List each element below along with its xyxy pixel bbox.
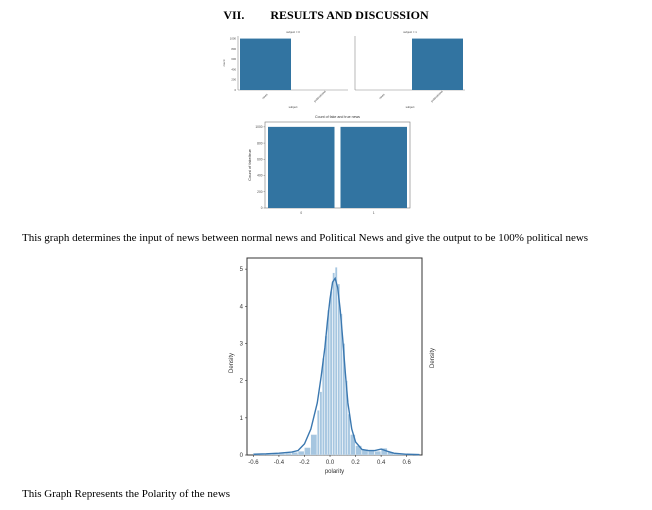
histogram-bar <box>285 453 292 456</box>
facet-x-tick-label: news <box>261 92 269 100</box>
count-bar <box>340 126 407 208</box>
density-y-tick-label: 5 <box>240 267 244 273</box>
kde-curve <box>253 276 420 456</box>
polarity-density-figure: 0 1 2 3 4 5 -0.6 -0.4 -0.2 0.0 0.2 0.4 0.6 polarity De… <box>229 257 436 475</box>
density-x-tick-label: -0.2 <box>299 460 310 466</box>
section-heading: VII. RESULTS AND DISCUSSION <box>0 8 652 23</box>
density-x-tick-label: 0.4 <box>377 460 386 466</box>
facet-y-tick-label: 800 <box>231 47 236 51</box>
facet-x-axis-label: subject <box>406 105 415 109</box>
histogram-bar <box>291 452 298 456</box>
count-chart-title: Count of fake and true news <box>315 115 360 119</box>
polarity-density-chart: 0 1 2 3 4 5 -0.6 -0.4 -0.2 0.0 0.2 0.4 0.6 polarity De… <box>229 257 436 475</box>
section-title: RESULTS AND DISCUSSION <box>270 8 429 22</box>
subject-facet-figure: subject = 0 news politicsNews subject 0 200 40… <box>222 30 465 109</box>
facet-y-tick-label: 1000 <box>230 37 237 41</box>
facet-x-axis-label: subject <box>289 105 298 109</box>
facet-x-tick-label: news <box>378 92 386 100</box>
histogram-bar <box>319 391 323 456</box>
histogram-bar <box>347 413 351 456</box>
facet-bar <box>240 38 291 90</box>
facet-y-tick-label: 400 <box>231 67 236 71</box>
histogram-bar <box>304 447 311 456</box>
histogram-bar <box>324 335 328 456</box>
count-y-tick-label: 800 <box>257 141 263 145</box>
histogram-bar <box>310 434 317 456</box>
count-x-tick-label: 0 <box>300 211 302 215</box>
facet-y-tick-label: 600 <box>231 57 236 61</box>
facet-panel-title: subject = 1 <box>403 30 417 34</box>
density-right-label: Density <box>430 348 436 368</box>
facet-bar <box>412 38 463 90</box>
histogram-bar <box>342 343 346 456</box>
density-x-tick-label: -0.4 <box>274 460 285 466</box>
facet-y-tick-label: 200 <box>231 78 236 82</box>
density-y-tick-label: 1 <box>240 416 244 422</box>
count-y-tick-label: 400 <box>257 174 263 178</box>
count-y-tick-label: 1000 <box>255 125 262 129</box>
histogram-bar <box>329 291 333 456</box>
density-x-tick-label: 0.6 <box>402 460 411 466</box>
count-x-tick-label: 1 <box>373 211 375 215</box>
density-y-tick-label: 2 <box>240 379 244 385</box>
fake-true-count-figure: Count of fake and true news 0 1 0 200 400 600 8… <box>247 115 411 215</box>
histogram-bar <box>297 451 305 456</box>
section-number: VII. <box>223 8 245 22</box>
histogram-bar <box>322 358 325 456</box>
facet-x-tick-label: politicsNews <box>430 89 444 103</box>
histogram-bar <box>340 313 343 456</box>
histogram-bar <box>332 272 335 456</box>
count-bar <box>268 126 335 208</box>
count-y-axis-label: Count of fake/true <box>247 148 252 181</box>
count-y-tick-label: 0 <box>261 206 263 210</box>
facet-y-axis-label: count <box>222 59 226 66</box>
figure-caption-subject: This graph determines the input of news … <box>22 232 589 244</box>
density-y-tick-label: 4 <box>240 304 244 310</box>
density-y-tick-label: 0 <box>240 453 244 459</box>
facet-x-tick-label: politicsNews <box>313 89 327 103</box>
count-y-tick-label: 200 <box>257 190 263 194</box>
facet-panel-title: subject = 0 <box>286 30 300 34</box>
figure-caption-polarity: This Graph Represents the Polarity of th… <box>22 488 231 500</box>
density-y-axis-label: Density <box>229 353 235 373</box>
count-plot-frame <box>264 121 411 209</box>
subject-facet-chart: subject = 0 news politicsNews subject 0 200 40… <box>222 30 465 109</box>
density-x-tick-label: 0.2 <box>351 460 360 466</box>
density-y-tick-label: 3 <box>240 341 244 347</box>
fake-true-count-chart: Count of fake and true news 0 1 0 200 400 600 8… <box>247 115 411 215</box>
density-x-axis-label: polarity <box>325 469 344 475</box>
histogram-bar <box>327 309 330 456</box>
histogram-bar <box>374 451 381 456</box>
density-x-tick-label: -0.6 <box>248 460 259 466</box>
histogram-bar <box>337 283 340 456</box>
density-x-tick-label: 0.0 <box>326 460 335 466</box>
facet-y-tick-label: 0 <box>234 88 236 92</box>
histogram-bar <box>317 410 320 456</box>
count-y-tick-label: 600 <box>257 158 263 162</box>
histogram-bar <box>335 267 338 456</box>
